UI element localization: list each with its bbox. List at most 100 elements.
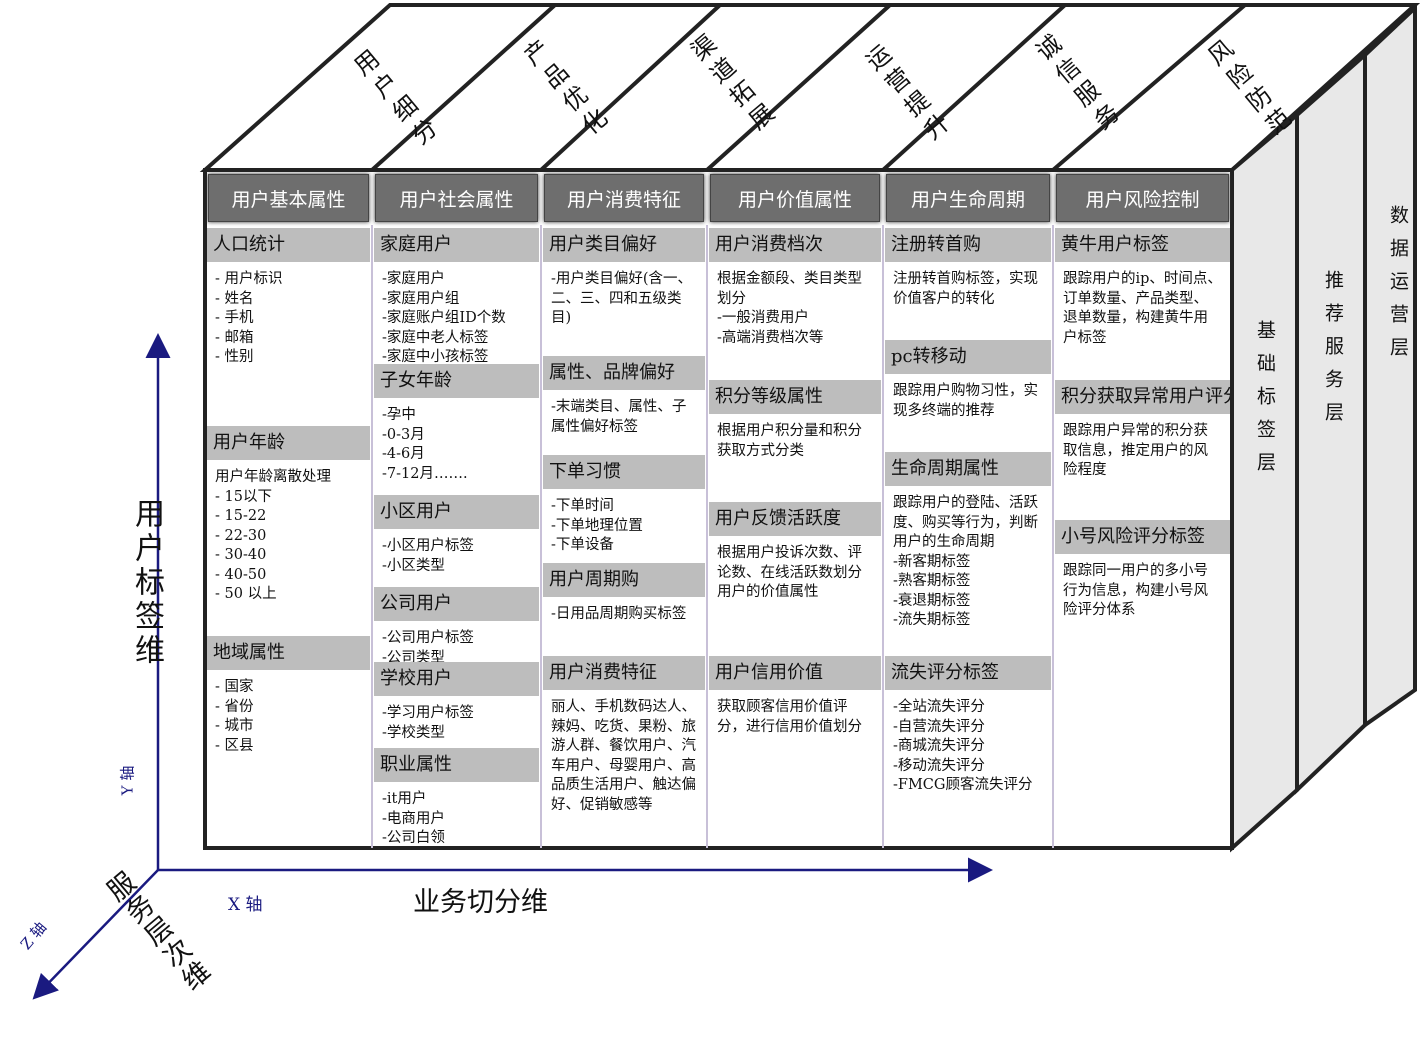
tag-line: -学习用户标签 [382, 705, 474, 721]
section-body: 用户年龄离散处理 - 15以下 - 15-22 - 22-30 - 30-40 - 40-… [207, 460, 370, 605]
section-body: 获取顾客信用价值评分，进行信用价值划分 [709, 690, 881, 737]
tag-line: - 邮箱 [215, 329, 254, 346]
section-body: -孕中 -0-3月 -4-6月 -7-12月……. [374, 398, 539, 484]
tag-line: -家庭中老人标签 [382, 329, 489, 346]
tag-section: 注册转首购注册转首购标签，实现价值客户的转化 [885, 228, 1051, 309]
section-title: 用户周期购 [543, 563, 705, 597]
section-title: 积分获取异常用户评分标签 [1055, 380, 1230, 414]
section-title: 属性、品牌偏好 [543, 356, 705, 390]
section-body: 跟踪用户的ip、时间点、订单数量、产品类型、退单数量，构建黄牛用户标签 [1055, 262, 1230, 348]
tag-line: 用户年龄离散处理 [215, 469, 331, 485]
tag-section: 黄牛用户标签 跟踪用户的ip、时间点、订单数量、产品类型、退单数量，构建黄牛用户标… [1055, 228, 1230, 348]
tag-line: -it用户 [382, 791, 427, 807]
tag-line: -熟客期标签 [893, 573, 971, 589]
section-body: -全站流失评分 -自营流失评分 -商城流失评分 -移动流失评分 -FMCG顾客流失评分 [885, 690, 1051, 796]
tag-section: 公司用户 -公司用户标签 -公司类型 [374, 587, 539, 668]
tag-section: 小号风险评分标签 跟踪同一用户的多小号行为信息，构建小号风险评分体系 [1055, 520, 1230, 621]
column-header: 用户生命周期 [886, 174, 1050, 222]
column-header: 用户社会属性 [375, 174, 538, 222]
tag-line: -移动流失评分 [893, 757, 985, 774]
section-body: 注册转首购标签，实现价值客户的转化 [885, 262, 1051, 309]
tag-section: 积分获取异常用户评分标签跟踪用户异常的积分获取信息，推定用户的风险程度 [1055, 380, 1230, 481]
section-body: 跟踪用户的登陆、活跃度、购买等行为，判断用户的生命周期 -新客期标签 -熟客期标签 -… [885, 486, 1051, 631]
tag-line: -家庭账户组ID个数 [382, 310, 506, 326]
section-body: 跟踪用户异常的积分获取信息，推定用户的风险程度 [1055, 414, 1230, 481]
tag-line: -家庭用户 [382, 271, 445, 287]
section-body: 根据用户积分量和积分获取方式分类 [709, 414, 881, 461]
tag-line: -日用品周期购买标签 [551, 606, 687, 622]
tag-line: -4-6月 [382, 446, 425, 462]
section-body: - 用户标识 - 姓名 - 手机 - 邮箱 - 性别 [207, 262, 370, 368]
section-title: 用户消费特征 [543, 656, 705, 690]
column-header: 用户价值属性 [710, 174, 880, 222]
section-title: 下单习惯 [543, 455, 705, 489]
section-title: 家庭用户 [374, 228, 539, 262]
tag-line: - 手机 [215, 310, 254, 326]
section-body: 跟踪用户购物习性，实现多终端的推荐 [885, 374, 1051, 421]
x-axis-tag: X 轴 [228, 895, 263, 915]
section-title: 子女年龄 [374, 364, 539, 398]
tag-line: -孕中 [382, 407, 416, 423]
tag-line: - 姓名 [215, 290, 254, 307]
tag-line: - 省份 [215, 698, 254, 715]
section-title: 用户类目偏好 [543, 228, 705, 262]
tag-section: 用户类目偏好 -用户类目偏好(含一、二、三、四和五级类目) [543, 228, 705, 329]
tag-section: 子女年龄 -孕中 -0-3月 -4-6月 -7-12月……. [374, 364, 539, 484]
tag-line: 丽人、手机数码达人、辣妈、吃货、果粉、旅游人群、餐饮用户、汽车用户、母婴用户、高… [551, 699, 696, 813]
section-title: 职业属性 [374, 748, 539, 782]
section-body: -用户类目偏好(含一、二、三、四和五级类目) [543, 262, 705, 329]
tag-line: -电商用户 [382, 810, 445, 827]
section-body: 根据金额段、类目类型划分 -一般消费用户 -高端消费档次等 [709, 262, 881, 348]
tag-section: 家庭用户 -家庭用户 -家庭用户组 -家庭账户组ID个数 -家庭中老人标签 -家庭中小孩标… [374, 228, 539, 368]
tag-line: -下单设备 [551, 537, 614, 553]
layer-label: 推荐服务层 [1322, 270, 1344, 435]
section-title: pc转移动 [885, 340, 1051, 374]
section-title: 用户消费档次 [709, 228, 881, 262]
tag-line: - 性别 [215, 349, 254, 365]
section-title: 学校用户 [374, 662, 539, 696]
section-title: 公司用户 [374, 587, 539, 621]
layer-label: 数据运营层 [1387, 205, 1409, 370]
tag-line: -公司白领 [382, 830, 445, 846]
tag-line: 跟踪用户异常的积分获取信息，推定用户的风险程度 [1063, 423, 1208, 478]
section-body: -it用户 -电商用户 -公司白领 [374, 782, 539, 849]
tag-line: -用户类目偏好(含一、二、三、四和五级类目) [551, 271, 693, 326]
tag-line: - 用户标识 [215, 271, 283, 287]
tag-section: 用户信用价值 获取顾客信用价值评分，进行信用价值划分 [709, 656, 881, 737]
tag-line: -末端类目、属性、子属性偏好标签 [551, 399, 687, 435]
tag-line: 注册转首购标签，实现价值客户的转化 [893, 271, 1038, 307]
tag-line: -学校类型 [382, 724, 445, 741]
tag-line: -0-3月 [382, 426, 425, 443]
tag-line: -小区类型 [382, 557, 445, 574]
tag-line: -7-12月……. [382, 465, 468, 482]
tag-line: -衰退期标签 [893, 592, 971, 609]
section-title: 用户反馈活跃度 [709, 502, 881, 536]
tag-line: -家庭用户组 [382, 290, 460, 307]
tag-section: 用户消费特征丽人、手机数码达人、辣妈、吃货、果粉、旅游人群、餐饮用户、汽车用户、… [543, 656, 705, 815]
section-title: 小区用户 [374, 495, 539, 529]
tag-line: -一般消费用户 [717, 310, 809, 326]
tag-section: 下单习惯 -下单时间 -下单地理位置 -下单设备 [543, 455, 705, 556]
tag-line: - 城市 [215, 718, 254, 734]
tag-line: 根据用户积分量和积分获取方式分类 [717, 423, 862, 459]
section-title: 注册转首购 [885, 228, 1051, 262]
section-body: 跟踪同一用户的多小号行为信息，构建小号风险评分体系 [1055, 554, 1230, 621]
tag-line: - 15-22 [215, 508, 267, 524]
tag-section: 流失评分标签 -全站流失评分 -自营流失评分 -商城流失评分 -移动流失评分 -FMCG顾… [885, 656, 1051, 796]
tag-line: -小区用户标签 [382, 538, 474, 554]
tag-line: -FMCG顾客流失评分 [893, 777, 1033, 793]
tag-line: 根据用户投诉次数、评论数、在线活跃数划分用户的价值属性 [717, 545, 862, 600]
section-body: -小区用户标签 -小区类型 [374, 529, 539, 576]
section-title: 积分等级属性 [709, 380, 881, 414]
tag-line: -公司用户标签 [382, 630, 474, 646]
tag-line: -流失期标签 [893, 612, 971, 628]
tag-section: 积分等级属性根据用户积分量和积分获取方式分类 [709, 380, 881, 461]
tag-section: 职业属性 -it用户 -电商用户 -公司白领 [374, 748, 539, 849]
section-title: 生命周期属性 [885, 452, 1051, 486]
section-body: -日用品周期购买标签 [543, 597, 705, 625]
tag-section: pc转移动 跟踪用户购物习性，实现多终端的推荐 [885, 340, 1051, 421]
tag-section: 用户消费档次 根据金额段、类目类型划分 -一般消费用户 -高端消费档次等 [709, 228, 881, 348]
tag-line: 根据金额段、类目类型划分 [717, 271, 862, 307]
tag-section: 用户周期购 -日用品周期购买标签 [543, 563, 705, 625]
